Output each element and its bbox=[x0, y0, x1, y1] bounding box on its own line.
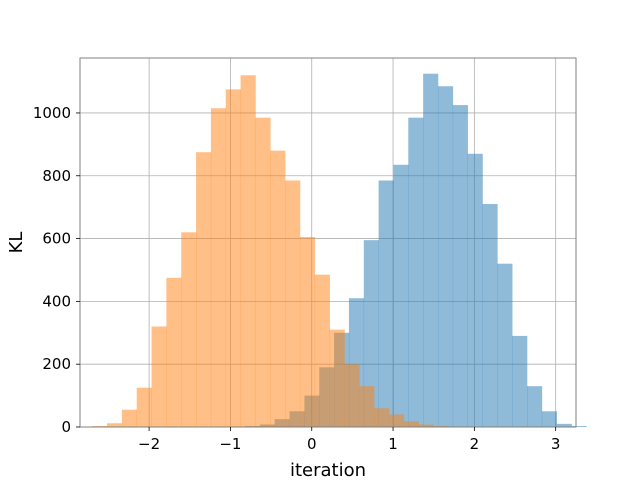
series-1-bar-16 bbox=[329, 329, 345, 427]
series-0-bar-22 bbox=[571, 426, 587, 427]
y-tick-label-5: 1000 bbox=[33, 104, 71, 122]
series-0-bar-20 bbox=[541, 411, 557, 427]
series-0-bar-12 bbox=[423, 73, 439, 428]
y-tick-label-0: 0 bbox=[61, 418, 71, 436]
x-tick-label-4: 2 bbox=[470, 435, 480, 453]
series-1-bar-3 bbox=[136, 387, 152, 427]
y-tick-label-4: 800 bbox=[42, 167, 71, 185]
series-1-bar-10 bbox=[240, 75, 256, 427]
series-1-bar-13 bbox=[285, 180, 301, 427]
plot-frame bbox=[79, 57, 577, 428]
series-0-bar-15 bbox=[467, 153, 483, 428]
series-0-bar-17 bbox=[497, 263, 513, 427]
series-1-bar-2 bbox=[121, 409, 138, 427]
series-1-bar-22 bbox=[418, 424, 434, 427]
series-0-bar-14 bbox=[452, 105, 468, 427]
series-1-bar-20 bbox=[388, 414, 405, 427]
series-1-bar-21 bbox=[403, 421, 419, 427]
series-1-bar-8 bbox=[210, 108, 227, 427]
x-tick-label-5: 3 bbox=[551, 435, 561, 453]
series-0-bar-18 bbox=[512, 335, 528, 427]
series-1-bar-9 bbox=[225, 89, 241, 427]
series-0-bar-16 bbox=[482, 204, 498, 427]
series-0-bar-8 bbox=[363, 240, 379, 427]
series-1-bar-17 bbox=[344, 364, 360, 427]
series-0-bar-19 bbox=[527, 386, 543, 427]
series-1-bar-6 bbox=[181, 232, 197, 427]
series-1-bar-18 bbox=[359, 386, 375, 427]
series-1-bar-19 bbox=[374, 408, 390, 427]
series-1-bar-14 bbox=[299, 237, 316, 427]
series-0-bar-13 bbox=[437, 86, 454, 428]
series-0-bar-9 bbox=[378, 180, 394, 427]
series-1-bar-12 bbox=[270, 150, 286, 427]
x-axis-label: iteration bbox=[290, 460, 366, 480]
series-1-bar-15 bbox=[314, 274, 330, 427]
series-0-bar-11 bbox=[408, 117, 424, 427]
series-1-bar-11 bbox=[255, 117, 271, 427]
series-1-bar-1 bbox=[107, 423, 123, 427]
x-tick-label-1: −1 bbox=[219, 435, 241, 453]
y-tick-label-3: 600 bbox=[42, 230, 71, 248]
series-1-bar-5 bbox=[166, 277, 182, 427]
series-0-bar-21 bbox=[556, 423, 572, 427]
x-tick-label-3: 1 bbox=[388, 435, 398, 453]
series-1-bar-7 bbox=[196, 152, 212, 427]
ticks: −2 −1 0 1 2 3 0 200 400 600 800 1000 bbox=[33, 104, 561, 453]
x-tick-label-2: 0 bbox=[307, 435, 317, 453]
y-axis-label: KL bbox=[6, 232, 27, 254]
series-1-bar-4 bbox=[151, 326, 167, 427]
series-0-bar-10 bbox=[393, 164, 409, 427]
bars bbox=[92, 73, 587, 428]
y-tick-label-1: 200 bbox=[42, 355, 71, 373]
y-tick-label-2: 400 bbox=[42, 292, 71, 310]
x-tick-label-0: −2 bbox=[138, 435, 160, 453]
